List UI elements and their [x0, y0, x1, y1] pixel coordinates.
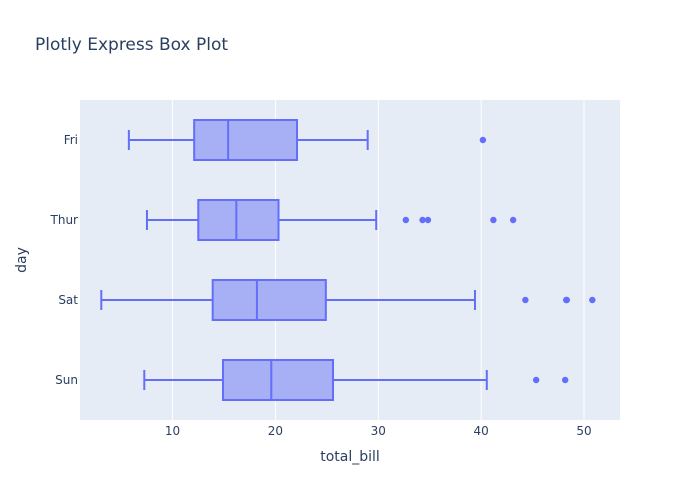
- y-axis-title: day: [14, 247, 30, 273]
- iqr-box: [221, 359, 335, 401]
- boxes-layer: [100, 119, 596, 401]
- outlier-point: [490, 216, 497, 224]
- x-tick-labels: 10 20 30 40 50: [165, 424, 592, 438]
- outlier-point: [479, 136, 487, 144]
- y-tick-label-fri: Fri: [64, 133, 78, 147]
- plot-background: [80, 100, 620, 420]
- iqr-box: [197, 199, 280, 241]
- outlier-point: [563, 296, 571, 304]
- x-tick-label: 10: [165, 424, 180, 438]
- x-tick-label: 20: [268, 424, 283, 438]
- x-tick-label: 40: [474, 424, 489, 438]
- outlier-point: [532, 376, 540, 384]
- outlier-point: [522, 296, 529, 304]
- x-tick-label: 30: [371, 424, 386, 438]
- outlier-point: [561, 376, 569, 384]
- x-tick-label: 50: [576, 424, 591, 438]
- outlier-point: [589, 296, 596, 304]
- y-tick-labels: Fri Thur Sat Sun: [50, 133, 79, 387]
- y-tick-label-sun: Sun: [55, 373, 78, 387]
- outlier-point: [424, 216, 432, 224]
- iqr-box: [211, 279, 327, 321]
- box-sat: [100, 279, 596, 321]
- box-fri: [127, 119, 487, 161]
- outlier-point: [402, 216, 410, 224]
- x-axis-title: total_bill: [320, 449, 380, 465]
- box-thur: [145, 199, 517, 241]
- y-tick-label-sat: Sat: [58, 293, 78, 307]
- y-tick-label-thur: Thur: [50, 213, 79, 227]
- chart-title: Plotly Express Box Plot: [35, 35, 228, 55]
- iqr-box: [193, 119, 299, 161]
- box-sun: [143, 359, 569, 401]
- outlier-point: [509, 216, 517, 224]
- outlier-point: [419, 216, 426, 224]
